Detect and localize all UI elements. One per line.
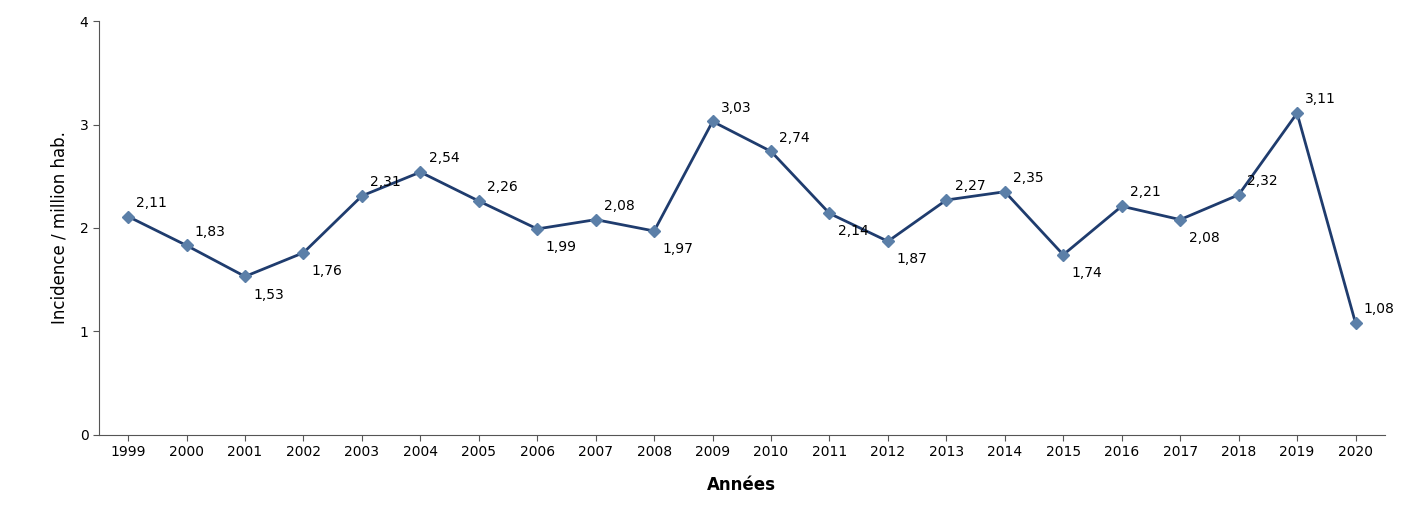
Text: 2,14: 2,14 <box>838 225 869 238</box>
Text: 2,27: 2,27 <box>955 179 985 193</box>
Text: 1,08: 1,08 <box>1364 302 1395 316</box>
Text: 2,11: 2,11 <box>137 196 167 210</box>
Text: 2,35: 2,35 <box>1013 171 1044 185</box>
Text: 3,11: 3,11 <box>1306 92 1337 107</box>
Y-axis label: Incidence / million hab.: Incidence / million hab. <box>51 131 68 324</box>
Text: 3,03: 3,03 <box>721 101 752 114</box>
Text: 1,76: 1,76 <box>312 264 343 278</box>
Text: 2,31: 2,31 <box>370 175 401 189</box>
Text: 1,74: 1,74 <box>1071 266 1102 280</box>
Text: 1,53: 1,53 <box>253 288 284 302</box>
Text: 2,08: 2,08 <box>1188 231 1219 245</box>
Text: 2,32: 2,32 <box>1246 174 1277 188</box>
Text: 1,99: 1,99 <box>545 240 577 254</box>
Text: 2,08: 2,08 <box>603 199 634 213</box>
Text: 2,21: 2,21 <box>1130 186 1161 199</box>
Text: 1,87: 1,87 <box>896 252 927 267</box>
Text: 1,97: 1,97 <box>663 242 694 256</box>
Text: 2,26: 2,26 <box>487 180 519 194</box>
X-axis label: Années: Années <box>708 476 776 493</box>
Text: 2,74: 2,74 <box>780 130 810 145</box>
Text: 1,83: 1,83 <box>195 225 226 238</box>
Text: 2,54: 2,54 <box>428 151 459 165</box>
